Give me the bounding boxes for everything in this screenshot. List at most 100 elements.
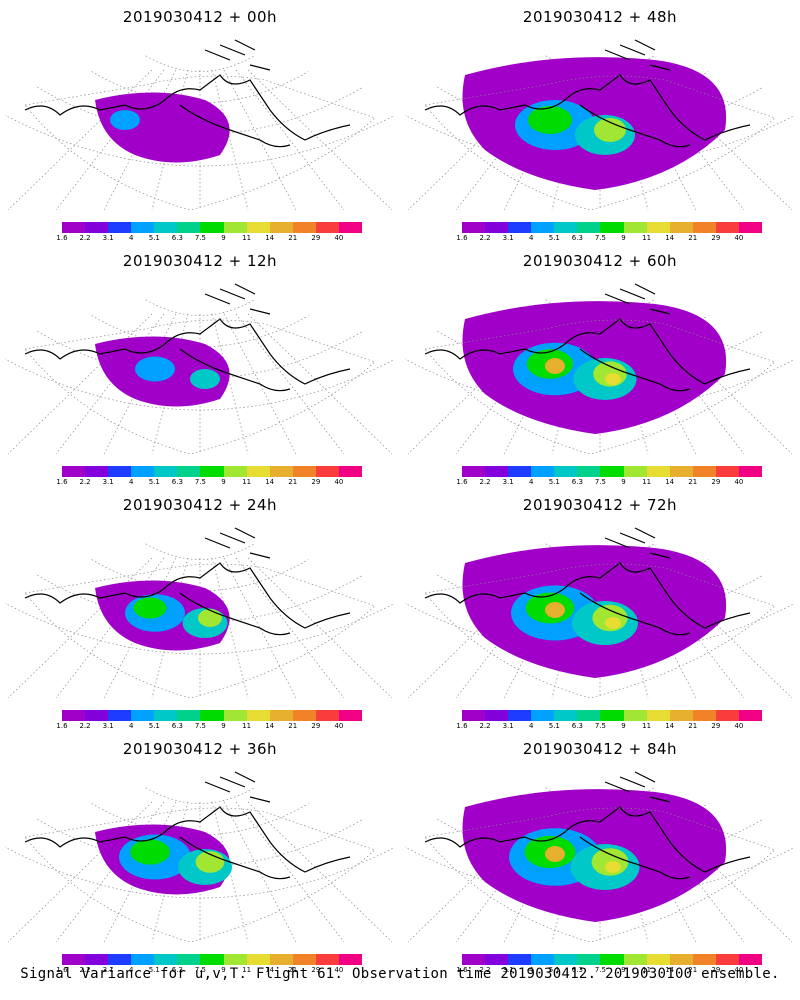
colorbar-swatch [108,466,132,477]
colorbar-tick-label: 2.2 [79,966,91,974]
colorbar-swatch [154,954,178,965]
colorbar-swatch [131,954,155,965]
variance-field [95,336,230,407]
coastlines [424,771,751,880]
colorbar-tick-label: 9 [621,234,626,242]
colorbar-swatch [669,222,693,233]
colorbar-swatch [669,954,693,965]
colorbar-swatch [338,710,363,721]
colorbar-tick-label: 7.5 [194,234,207,242]
panel-title: 2019030412 + 60h [522,252,678,270]
colorbar-swatch [600,954,624,965]
colorbar-tick-label: 14 [265,722,275,730]
colorbar-tick-label: 5.1 [148,478,160,486]
colorbar-swatch [623,710,647,721]
colorbar-tick-label: 21 [288,722,298,730]
colorbar-swatch [692,222,716,233]
colorbar-tick-label: 3.1 [502,478,514,486]
colorbar-tick-label: 9 [221,722,226,730]
colorbar-swatch [462,222,486,233]
colorbar-tick-label: 3.1 [102,966,114,974]
colorbar-tick-label: 11 [642,478,652,486]
colorbar-tick-label: 14 [665,234,675,242]
colorbar-swatch [715,954,739,965]
colorbar-tick-label: 11 [242,478,252,486]
colorbar-swatch [577,954,601,965]
colorbar-tick-label: 21 [688,722,698,730]
polar-map [5,283,395,454]
colorbar-tick-label: 4 [128,966,134,974]
colorbar-tick-label: 7.5 [194,722,207,730]
colorbar-tick-label: 4 [528,478,534,486]
colorbar-swatch [715,466,739,477]
colorbar-swatch [200,710,224,721]
variance-field [95,580,230,651]
colorbar-swatch [692,954,716,965]
colorbar [462,222,763,233]
colorbar-swatch [462,954,486,965]
colorbar-tick-label: 4 [128,478,134,486]
colorbar-swatch [154,466,178,477]
colorbar-labels: 1.6 2.2 3.1 4 5.1 6.3 7.5 9 11 14 21 29 40 [456,966,762,976]
colorbar-swatch [623,954,647,965]
colorbar-swatch [485,222,509,233]
colorbar-tick-label: 21 [288,966,298,974]
colorbar-tick-label: 4 [528,966,534,974]
colorbar [462,466,763,477]
colorbar-swatch [531,710,555,721]
colorbar-swatch [715,222,739,233]
coastlines [24,771,351,880]
colorbar-swatch [62,222,86,233]
variance-field [95,92,230,163]
colorbar-tick-label: 14 [265,234,275,242]
polar-map [5,39,395,210]
colorbar-tick-label: 21 [688,478,698,486]
colorbar-swatch [315,710,339,721]
colorbar-tick-label: 1.6 [456,966,468,974]
panel-title: 2019030412 + 72h [522,496,678,514]
colorbar-tick-label: 9 [221,478,226,486]
coastlines [24,283,351,392]
colorbar-swatch [200,466,224,477]
colorbar-labels: 1.6 2.2 3.1 4 5.1 6.3 7.5 9 11 14 21 29 40 [56,478,362,488]
colorbar-swatch [315,466,339,477]
colorbar-swatch [623,222,647,233]
colorbar-tick-label: 6.3 [571,966,583,974]
colorbar [62,710,363,721]
colorbar-tick-label: 40 [334,966,344,974]
colorbar-tick-label: 1.6 [56,234,68,242]
colorbar-swatch [315,222,339,233]
colorbar-swatch [246,222,270,233]
colorbar-tick-label: 29 [311,966,321,974]
colorbar-swatch [85,954,109,965]
colorbar-swatch [508,710,532,721]
colorbar-tick-label: 5.1 [548,478,560,486]
map-panel-24h: 2019030412 + 24h 1.6 2.2 3.1 4 5.1 6.3 7.5 9 11 14… [0,488,400,732]
figure-caption: Signal Variance for u,v,T. Flight 61. Ob… [20,966,780,982]
colorbar-swatch [508,466,532,477]
colorbar-swatch [223,710,247,721]
colorbar-tick-label: 5.1 [548,966,560,974]
colorbar-tick-label: 14 [265,478,275,486]
map-panel-00h: 2019030412 + 00h 1.6 2.2 3.1 4 5.1 6.3 7.5 9 11 14… [0,0,400,244]
colorbar-tick-label: 7.5 [194,966,207,974]
map-panel-72h: 2019030412 + 72h 1.6 2.2 3.1 4 5.1 6.3 7.5 9 11 14… [400,488,800,732]
colorbar-swatch [269,954,293,965]
colorbar-swatch [531,466,555,477]
colorbar-swatch [131,222,155,233]
colorbar-tick-label: 40 [334,478,344,486]
colorbar-tick-label: 4 [528,722,534,730]
map-panel-60h: 2019030412 + 60h 1.6 2.2 3.1 4 5.1 6.3 7.5 9 11 14… [400,244,800,488]
colorbar-swatch [200,222,224,233]
colorbar-tick-label: 29 [311,234,321,242]
colorbar-tick-label: 14 [665,478,675,486]
colorbar-tick-label: 7.5 [594,478,607,486]
polar-map [5,771,395,942]
colorbar-tick-label: 11 [642,722,652,730]
colorbar-swatch [223,954,247,965]
colorbar-swatch [223,466,247,477]
polar-map [405,283,795,454]
colorbar-swatch [246,466,270,477]
coastlines [24,527,351,636]
colorbar-tick-label: 3.1 [502,966,514,974]
